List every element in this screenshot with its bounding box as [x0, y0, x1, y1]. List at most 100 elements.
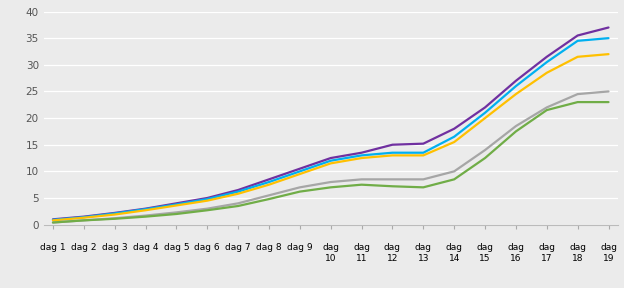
2018: [111, 211, 119, 215]
2006: [389, 178, 396, 181]
Line: 2002: 2002: [53, 102, 608, 223]
2014: [389, 151, 396, 154]
2002: [358, 183, 365, 186]
2014: [235, 190, 242, 193]
Text: 14: 14: [449, 254, 460, 263]
Text: 16: 16: [510, 254, 522, 263]
2010: [173, 204, 180, 207]
2002: [419, 186, 427, 189]
Text: 15: 15: [479, 254, 491, 263]
2014: [173, 203, 180, 206]
2014: [543, 60, 550, 64]
2010: [512, 92, 520, 96]
2018: [235, 188, 242, 192]
2006: [296, 186, 304, 189]
2010: [543, 71, 550, 75]
2002: [142, 215, 149, 218]
Text: dag: dag: [322, 243, 339, 252]
2006: [419, 178, 427, 181]
Text: dag 6: dag 6: [195, 243, 220, 252]
2010: [265, 183, 273, 186]
Line: 2010: 2010: [53, 54, 608, 220]
2010: [451, 140, 458, 144]
2006: [173, 211, 180, 214]
2014: [481, 111, 489, 115]
2014: [265, 180, 273, 184]
2018: [419, 142, 427, 145]
Text: 17: 17: [541, 254, 552, 263]
Text: dag: dag: [353, 243, 370, 252]
Text: dag 3: dag 3: [102, 243, 127, 252]
2018: [80, 215, 87, 218]
2014: [327, 159, 334, 162]
2018: [451, 127, 458, 130]
Text: dag 8: dag 8: [256, 243, 282, 252]
Text: 12: 12: [387, 254, 398, 263]
2006: [265, 194, 273, 197]
Text: 18: 18: [572, 254, 583, 263]
Text: 13: 13: [417, 254, 429, 263]
2018: [265, 178, 273, 181]
Text: dag 4: dag 4: [133, 243, 158, 252]
2010: [574, 55, 582, 58]
Text: dag 5: dag 5: [163, 243, 189, 252]
2014: [574, 39, 582, 43]
2010: [419, 154, 427, 157]
2002: [80, 219, 87, 222]
2010: [389, 154, 396, 157]
2018: [203, 196, 211, 200]
2006: [49, 221, 57, 224]
2018: [327, 156, 334, 160]
2014: [419, 151, 427, 154]
Text: dag 1: dag 1: [40, 243, 66, 252]
2006: [481, 148, 489, 152]
2006: [235, 202, 242, 205]
Text: dag 7: dag 7: [225, 243, 251, 252]
2002: [512, 130, 520, 133]
2018: [543, 55, 550, 58]
2014: [111, 212, 119, 215]
2018: [481, 106, 489, 109]
2014: [80, 215, 87, 219]
Text: dag: dag: [415, 243, 432, 252]
2002: [296, 190, 304, 193]
2010: [481, 116, 489, 120]
2010: [111, 213, 119, 216]
2018: [49, 218, 57, 221]
Text: dag: dag: [539, 243, 555, 252]
2018: [574, 34, 582, 37]
2006: [142, 214, 149, 217]
2006: [203, 207, 211, 210]
2018: [142, 207, 149, 210]
2010: [605, 52, 612, 56]
Text: dag 2: dag 2: [71, 243, 97, 252]
2018: [296, 167, 304, 170]
2018: [173, 202, 180, 205]
2006: [358, 178, 365, 181]
2010: [80, 216, 87, 219]
2010: [296, 172, 304, 176]
2006: [327, 180, 334, 184]
2002: [543, 108, 550, 112]
2014: [451, 135, 458, 139]
2002: [481, 156, 489, 160]
2018: [389, 143, 396, 146]
Text: dag: dag: [569, 243, 586, 252]
Text: dag: dag: [477, 243, 494, 252]
2014: [142, 207, 149, 211]
Line: 2018: 2018: [53, 27, 608, 219]
2014: [49, 218, 57, 221]
2014: [512, 84, 520, 88]
2010: [203, 199, 211, 202]
2002: [49, 221, 57, 224]
2006: [80, 219, 87, 222]
Line: 2014: 2014: [53, 38, 608, 220]
2010: [358, 156, 365, 160]
2006: [111, 217, 119, 220]
Line: 2006: 2006: [53, 92, 608, 223]
Text: dag: dag: [507, 243, 524, 252]
2002: [203, 209, 211, 212]
2002: [327, 186, 334, 189]
Text: 10: 10: [325, 254, 336, 263]
2002: [265, 197, 273, 201]
